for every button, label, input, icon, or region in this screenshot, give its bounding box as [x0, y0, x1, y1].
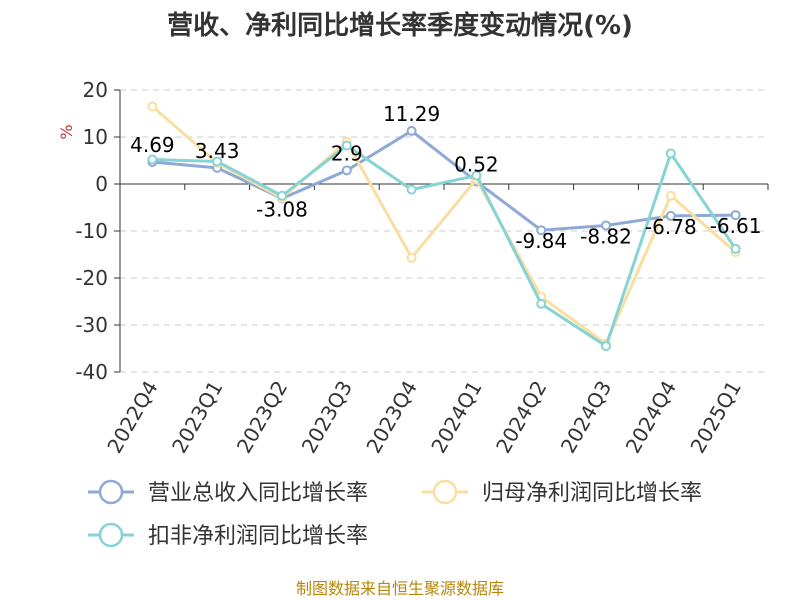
data-label: 0.52	[454, 153, 499, 177]
series-line-2	[152, 143, 737, 349]
data-point	[601, 220, 611, 231]
data-point	[665, 148, 676, 159]
y-tick-label: -10	[75, 219, 108, 243]
data-point	[147, 101, 158, 112]
x-tick-label: 2022Q4	[102, 377, 162, 458]
data-label: -6.61	[710, 214, 762, 238]
data-point	[471, 170, 482, 181]
data-point	[665, 210, 676, 221]
gridlines	[120, 89, 768, 373]
data-point	[341, 165, 352, 176]
x-tick-label: 2023Q1	[167, 377, 227, 458]
x-tick-label: 2024Q2	[491, 377, 551, 458]
data-label: -3.08	[256, 197, 308, 221]
series-lines	[147, 101, 741, 352]
data-labels: 4.69 3.43 -3.08 2.9 11.29 0.52 -9.84 -8.82 -6.78…	[130, 102, 761, 253]
data-label: -8.82	[580, 224, 632, 248]
data-source-note: 制图数据来自恒生聚源数据库	[296, 579, 504, 598]
y-tick-label: -20	[75, 266, 108, 290]
data-label: 3.43	[195, 139, 240, 163]
data-label: -6.78	[645, 215, 697, 239]
data-label: 2.9	[331, 141, 363, 165]
data-point	[536, 225, 547, 236]
x-tick-label: 2023Q4	[361, 377, 421, 458]
y-tick-label: -40	[75, 360, 108, 384]
x-tick-label: 2023Q3	[297, 377, 357, 458]
legend-marker	[98, 522, 124, 548]
y-tick-label: 20	[83, 78, 108, 102]
data-label: 4.69	[130, 133, 175, 157]
legend-label: 营业总收入同比增长率	[148, 481, 368, 506]
legend-label: 归母净利润同比增长率	[482, 481, 702, 506]
data-point	[212, 156, 223, 167]
data-label: 11.29	[383, 102, 440, 126]
legend-marker	[432, 479, 458, 505]
data-point	[277, 190, 287, 201]
x-tick-label: 2025Q1	[685, 377, 745, 458]
x-tick-label: 2024Q4	[621, 377, 681, 458]
data-point	[341, 140, 352, 151]
data-point	[730, 243, 741, 254]
chart-title: 营收、净利同比增长率季度变动情况(%)	[167, 10, 633, 41]
data-point	[406, 125, 417, 136]
y-axis-unit: %	[57, 124, 76, 139]
y-tick-label: 10	[83, 125, 108, 149]
y-tick-label: 0	[95, 172, 108, 196]
data-point	[147, 154, 158, 165]
x-tick-label: 2024Q3	[556, 377, 616, 458]
x-tick-label: 2024Q1	[426, 377, 486, 458]
data-point	[665, 190, 676, 201]
data-point	[601, 341, 611, 352]
data-point	[406, 252, 417, 263]
legend-marker	[98, 479, 124, 505]
data-label: -9.84	[515, 229, 567, 253]
data-point	[536, 298, 547, 309]
series-line-0	[152, 129, 736, 232]
x-tick-label: 2023Q2	[232, 377, 292, 458]
data-point	[406, 184, 417, 195]
series-line-1	[151, 105, 737, 347]
y-tick-label: -30	[75, 313, 108, 337]
legend-label: 扣非净利润同比增长率	[148, 524, 368, 549]
data-point	[730, 210, 741, 221]
